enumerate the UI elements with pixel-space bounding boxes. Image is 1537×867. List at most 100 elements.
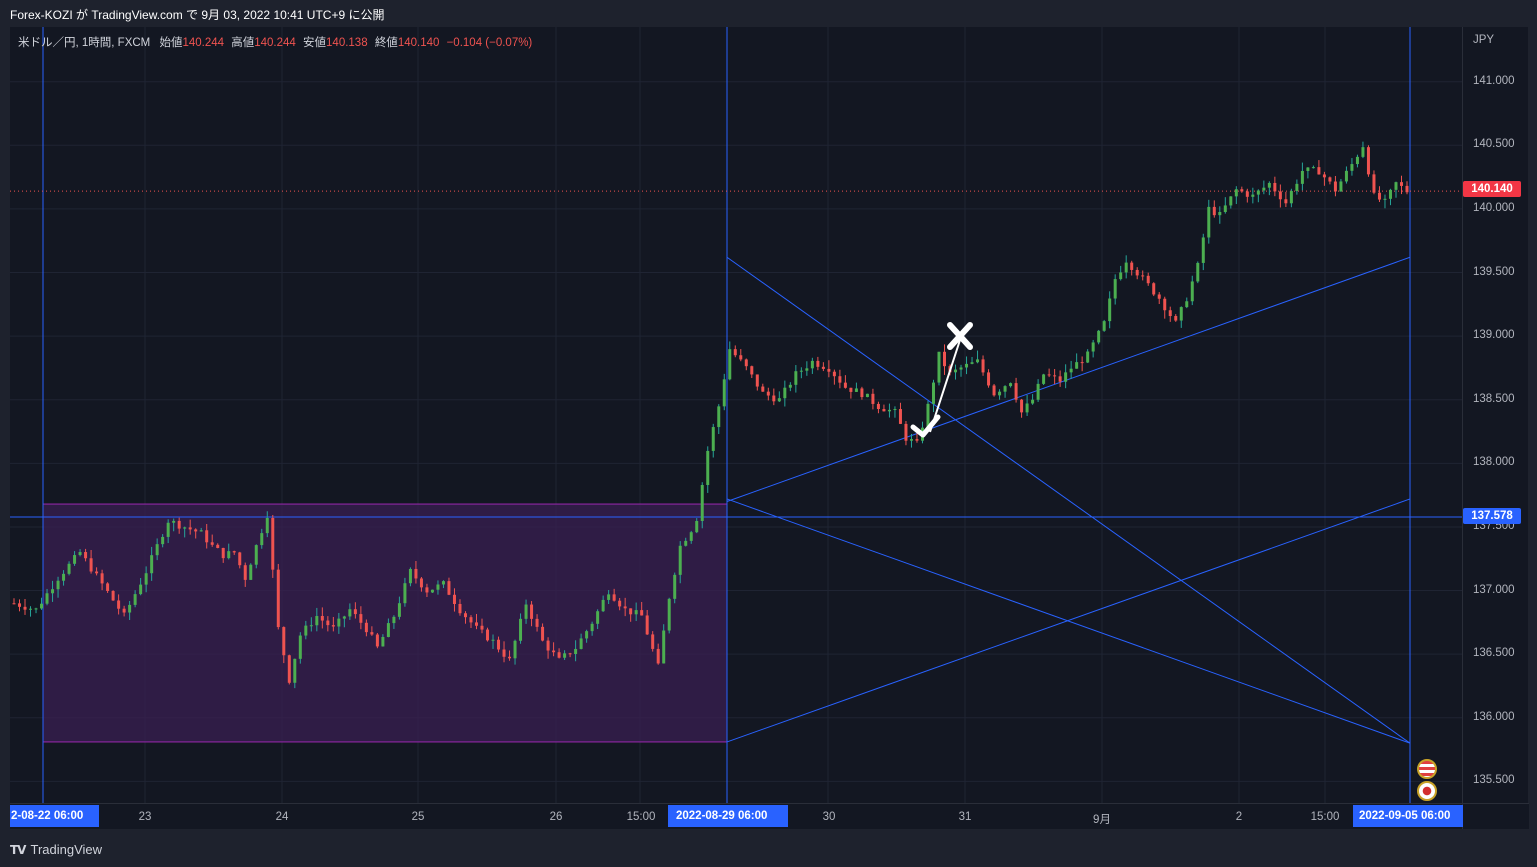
candle-body xyxy=(1311,167,1315,169)
arrow-line xyxy=(929,339,961,433)
candle-body xyxy=(1003,386,1007,392)
candle-body xyxy=(106,583,110,591)
symbol-legend: 米ドル／円, 1時間, FXCM 始値140.244 高値140.244 安値1… xyxy=(18,34,532,50)
candle-body xyxy=(1267,182,1271,188)
candle-body xyxy=(1036,383,1040,400)
candle-body xyxy=(282,627,286,656)
candle-body xyxy=(1405,185,1409,193)
candle-body xyxy=(12,603,16,605)
candle-body xyxy=(733,349,737,356)
candle-body xyxy=(320,616,324,621)
candle-body xyxy=(1322,174,1326,178)
candle-body xyxy=(128,604,132,613)
candle-body xyxy=(706,450,710,485)
candle-body xyxy=(452,594,456,605)
candle-body xyxy=(232,551,236,553)
candle-body xyxy=(34,608,38,610)
candle-body xyxy=(634,610,638,615)
chart-canvas[interactable] xyxy=(10,27,1462,803)
projection-line xyxy=(726,498,1411,743)
candle-body xyxy=(926,403,930,428)
range-box xyxy=(42,503,728,743)
candle-body xyxy=(447,581,451,595)
price-scale[interactable] xyxy=(1462,27,1528,803)
us-flag-icon[interactable] xyxy=(1417,759,1437,779)
candle-body xyxy=(816,360,820,367)
time-tick-label: 23 xyxy=(138,811,152,823)
legend-high-value: 140.244 xyxy=(254,37,296,49)
candle-body xyxy=(1245,191,1249,197)
candle-body xyxy=(100,573,104,584)
candle-body xyxy=(937,351,941,383)
legend-close-label: 終値 xyxy=(374,37,398,49)
candle-body xyxy=(645,615,649,635)
candle-body xyxy=(1328,177,1332,182)
candle-body xyxy=(1185,301,1189,308)
candle-body xyxy=(172,520,176,523)
candle-body xyxy=(1157,294,1161,299)
time-tick-label: 31 xyxy=(958,811,972,823)
candle-body xyxy=(1168,310,1172,317)
candle-body xyxy=(976,359,980,363)
candle-body xyxy=(458,604,462,614)
candle-body xyxy=(1262,187,1266,191)
candle-body xyxy=(474,622,478,626)
candle-body xyxy=(177,520,181,529)
time-tick-label: 25 xyxy=(411,811,425,823)
candle-body xyxy=(882,409,886,412)
candle-body xyxy=(998,391,1002,396)
candle-body xyxy=(1273,182,1277,192)
candle-body xyxy=(1201,237,1205,263)
tradingview-brand[interactable]: 𝗧𝗩 TradingView xyxy=(10,842,102,857)
candle-body xyxy=(370,632,374,635)
candle-body xyxy=(954,369,958,373)
candle-body xyxy=(1344,170,1348,182)
price-tick-label: 139.000 xyxy=(1473,329,1515,342)
candle-body xyxy=(695,520,699,533)
candle-body xyxy=(887,409,891,412)
candle-body xyxy=(1284,199,1288,204)
candle-body xyxy=(386,623,390,637)
candle-body xyxy=(1069,368,1073,373)
candle-body xyxy=(364,622,368,633)
candle-body xyxy=(51,589,55,594)
candle-body xyxy=(84,552,88,559)
candle-body xyxy=(1058,376,1062,382)
candle-body xyxy=(133,594,137,605)
candle-body xyxy=(508,656,512,659)
candle-body xyxy=(579,638,583,649)
candle-body xyxy=(1163,298,1167,311)
candle-body xyxy=(618,600,622,607)
candle-body xyxy=(425,587,429,593)
candle-body xyxy=(563,653,567,658)
time-tick-label: 26 xyxy=(549,811,563,823)
last-price-tag: 140.140 xyxy=(1463,181,1521,197)
candle-body xyxy=(337,618,341,627)
candle-body xyxy=(436,584,440,590)
candle-body xyxy=(1295,183,1299,192)
candle-body xyxy=(915,439,919,441)
candle-body xyxy=(513,640,517,659)
candle-body xyxy=(117,600,121,609)
candle-body xyxy=(700,484,704,521)
time-tick-label: 24 xyxy=(275,811,289,823)
candle-body xyxy=(419,578,423,588)
legend-open-label: 始値 xyxy=(159,37,183,49)
candle-body xyxy=(1042,374,1046,384)
candle-body xyxy=(1388,189,1392,199)
candle-body xyxy=(965,363,969,368)
price-tick-label: 141.000 xyxy=(1473,74,1515,87)
candle-body xyxy=(375,634,379,647)
projection-line xyxy=(726,498,1411,744)
candle-body xyxy=(1223,205,1227,212)
candle-body xyxy=(62,573,66,581)
candle-body xyxy=(304,625,308,636)
candle-body xyxy=(1394,182,1398,190)
price-tick-label: 138.000 xyxy=(1473,456,1515,469)
candle-body xyxy=(249,564,253,580)
candle-body xyxy=(909,439,913,441)
candle-body xyxy=(29,608,33,610)
candle-body xyxy=(199,530,203,532)
candle-body xyxy=(342,616,346,619)
japan-flag-icon[interactable] xyxy=(1417,781,1437,801)
